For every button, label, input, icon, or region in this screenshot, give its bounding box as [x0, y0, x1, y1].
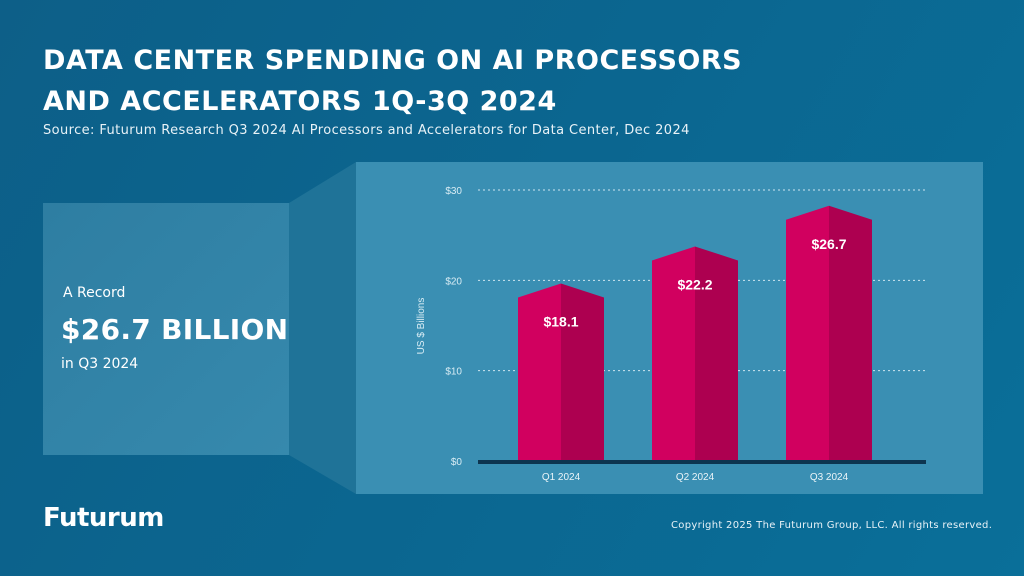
bar-front — [652, 246, 695, 461]
source-note: Source: Futurum Research Q3 2024 AI Proc… — [43, 123, 690, 138]
bar-front — [786, 205, 829, 461]
x-tick-label: Q2 2024 — [676, 472, 715, 483]
title-line-2: AND ACCELERATORS 1Q-3Q 2024 — [43, 86, 557, 117]
y-tick-label: $0 — [451, 457, 463, 468]
y-tick-label: $30 — [445, 186, 462, 197]
data-label: $26.7 — [811, 236, 846, 252]
callout-value: $26.7 BILLION — [61, 313, 289, 346]
callout-box — [43, 203, 289, 455]
page-title: DATA CENTER SPENDING ON AI PROCESSORS AND… — [43, 40, 803, 122]
bar-side — [695, 246, 738, 461]
callout-lead: A Record — [63, 285, 126, 301]
bar-side — [561, 283, 604, 461]
futurum-logo: Futurum — [43, 503, 164, 533]
bar-side — [829, 205, 872, 461]
data-label: $18.1 — [543, 313, 578, 329]
y-tick-label: $20 — [445, 276, 462, 287]
bar-front — [518, 283, 561, 461]
connector-panel — [289, 162, 356, 494]
x-tick-label: Q3 2024 — [810, 472, 849, 483]
x-tick-label: Q1 2024 — [542, 472, 581, 483]
callout-period: in Q3 2024 — [61, 356, 139, 372]
title-line-1: DATA CENTER SPENDING ON AI PROCESSORS — [43, 45, 743, 76]
y-tick-label: $10 — [445, 367, 462, 378]
y-axis-label: US $ Billions — [416, 298, 427, 355]
copyright: Copyright 2025 The Futurum Group, LLC. A… — [671, 520, 993, 531]
data-label: $22.2 — [677, 276, 712, 292]
